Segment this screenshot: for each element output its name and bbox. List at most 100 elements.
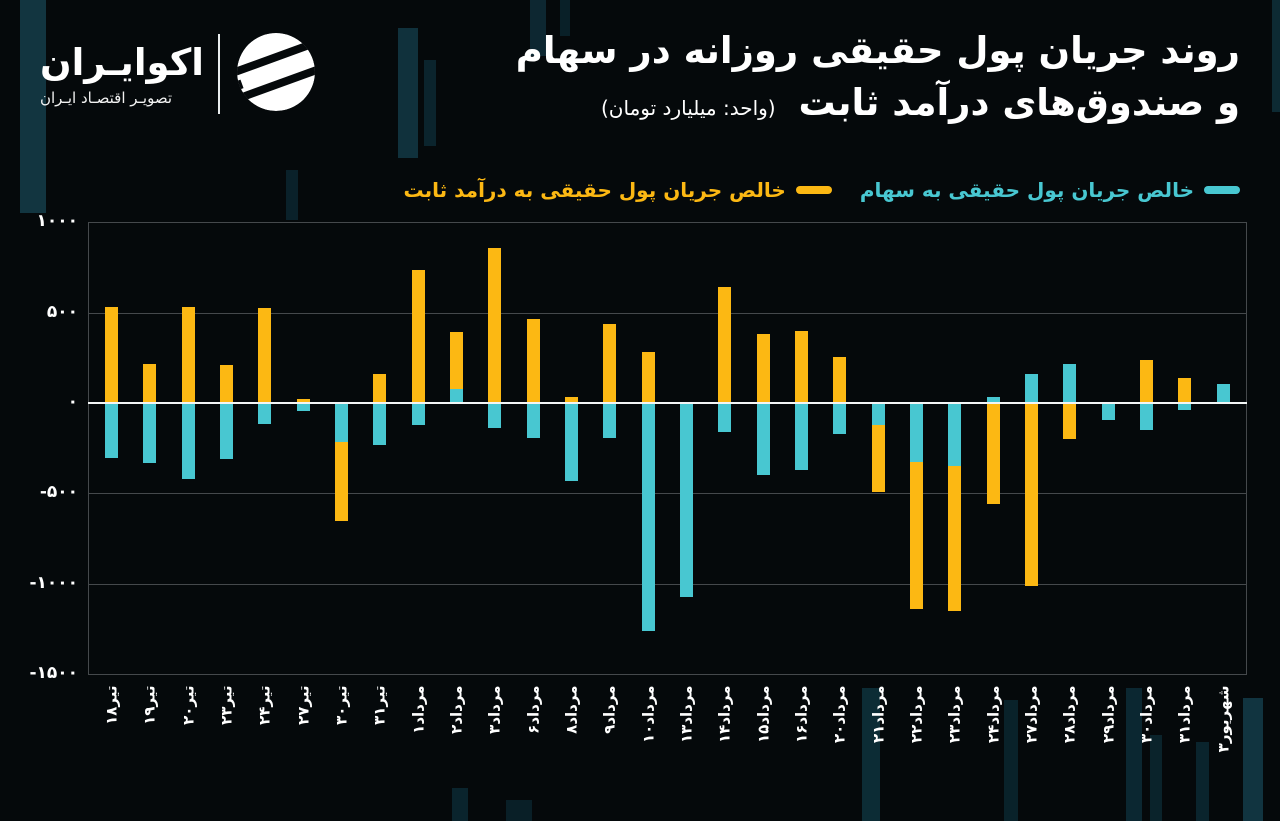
x-axis-tick-label: مرداد۱۳	[677, 685, 696, 743]
legend-item-fixed-income: خالص جریان پول حقیقی به درآمد ثابت	[403, 178, 832, 202]
x-axis-tick-label: مرداد۲	[447, 685, 466, 734]
bar-fixed-income	[794, 330, 808, 403]
x-axis-tick-label: شهریور۳	[1214, 685, 1232, 753]
bar-fixed-income	[986, 403, 1000, 505]
x-axis-tick-label: مرداد۲۱	[869, 685, 887, 743]
y-axis-tick-label: -۵۰۰	[39, 482, 78, 502]
brand-logo-icon	[234, 30, 318, 118]
x-axis-tick-label: مرداد۲۷	[1022, 685, 1041, 743]
chart-title-line2-bold: و صندوق‌های درآمد ثابت	[798, 81, 1240, 124]
gridline-500	[88, 313, 1247, 314]
legend-label-fixed-income: خالص جریان پول حقیقی به درآمد ثابت	[403, 178, 786, 202]
bar-stocks	[488, 403, 502, 429]
bar-stocks	[334, 403, 348, 442]
chart-unit-label: (واحد: میلیارد تومان)	[601, 96, 776, 120]
bar-fixed-income	[258, 308, 272, 403]
fixed-income-series-dash-icon	[795, 186, 832, 194]
bar-fixed-income	[488, 247, 502, 403]
x-axis-tick-label: مرداد۲۰	[830, 685, 849, 743]
bar-fixed-income	[219, 365, 233, 403]
bar-stocks	[181, 403, 195, 479]
bar-fixed-income	[411, 270, 425, 403]
chart-title-line2: و صندوق‌های درآمد ثابت (واحد: میلیارد تو…	[516, 78, 1240, 133]
x-axis-tick-label: مرداد۲۴	[984, 685, 1002, 743]
bar-fixed-income	[449, 331, 463, 403]
x-axis-tick-label: تیر۲۷	[294, 685, 312, 725]
bar-fixed-income	[1024, 403, 1038, 586]
y-axis-tick-label: ۱۰۰۰	[36, 211, 78, 231]
chart-title-line1: روند جریان پول حقیقی روزانه در سهام	[515, 29, 1240, 72]
bar-stocks	[603, 403, 617, 439]
bar-stocks	[564, 403, 578, 481]
bar-stocks	[258, 403, 272, 424]
gridline--1500	[88, 674, 1247, 675]
x-axis-tick-label: مرداد۲۲	[907, 685, 926, 743]
x-axis-tick-label: تیر۲۳	[217, 685, 236, 725]
legend-label-stocks: خالص جریان پول حقیقی به سهام	[859, 178, 1194, 202]
bar-stocks	[1216, 384, 1230, 403]
bar-stocks	[449, 388, 463, 403]
legend-item-stocks: خالص جریان پول حقیقی به سهام	[860, 178, 1240, 202]
bar-stocks	[296, 403, 310, 412]
x-axis-tick-label: مرداد۲۳	[945, 685, 964, 743]
x-axis-tick-label: مرداد۱	[409, 685, 427, 734]
bar-fixed-income	[104, 307, 118, 403]
bar-stocks	[1101, 403, 1115, 421]
bar-fixed-income	[181, 307, 195, 403]
bar-stocks	[1178, 403, 1192, 411]
bar-stocks	[1063, 364, 1077, 403]
brand-text-block: اکوایـران تصویـر اقتصـاد ایـران	[40, 41, 204, 107]
bar-stocks	[794, 403, 808, 470]
x-axis-tick-label: تیر۲۰	[179, 685, 198, 725]
bar-stocks	[756, 403, 770, 476]
x-axis-tick-label: مرداد۱۴	[715, 685, 734, 743]
bar-stocks	[909, 403, 923, 462]
bar-fixed-income	[1178, 377, 1192, 403]
plot-right-border	[1246, 222, 1247, 674]
x-axis-tick-label: تیر۳۰	[332, 685, 351, 725]
bar-fixed-income	[603, 324, 617, 403]
bar-stocks	[104, 403, 118, 459]
brand-divider	[217, 34, 220, 114]
x-axis-tick-label: مرداد۱۰	[639, 685, 657, 743]
y-axis-tick-label: -۱۰۰۰	[29, 573, 78, 593]
bar-fixed-income	[296, 399, 310, 403]
gridline--500	[88, 493, 1247, 494]
x-axis-tick-label: مرداد۲۸	[1060, 685, 1079, 743]
bar-fixed-income	[756, 334, 770, 403]
bar-stocks	[373, 403, 387, 445]
bar-fixed-income	[718, 287, 732, 403]
bar-fixed-income	[373, 374, 387, 403]
x-axis-tick-label: مرداد۳۰	[1137, 685, 1156, 743]
x-axis-tick-label: تیر۱۸	[102, 685, 121, 725]
y-axis-tick-label: ۵۰۰	[46, 302, 78, 322]
gridline--1000	[88, 584, 1247, 585]
y-axis-tick-label: -۱۵۰۰	[29, 663, 78, 683]
bar-stocks	[679, 403, 693, 598]
bar-stocks	[833, 403, 847, 434]
bar-fixed-income	[143, 364, 157, 403]
y-axis-tick-label: ۰	[67, 392, 78, 412]
chart-legend: خالص جریان پول حقیقی به سهام خالص جریان …	[403, 178, 1240, 202]
bar-stocks	[219, 403, 233, 459]
brand-logo: اکوایـران تصویـر اقتصـاد ایـران	[40, 30, 318, 118]
x-axis-tick-label: مرداد۸	[562, 685, 581, 734]
bar-stocks	[143, 403, 157, 463]
bar-stocks	[526, 403, 540, 439]
gridline-1000	[88, 222, 1247, 223]
x-axis-tick-label: تیر۱۹	[140, 685, 159, 725]
chart-title: روند جریان پول حقیقی روزانه در سهام و صن…	[516, 24, 1240, 133]
bar-fixed-income	[526, 319, 540, 403]
bar-fixed-income	[871, 403, 885, 493]
x-axis-tick-label: مرداد۱۵	[754, 685, 772, 743]
x-axis-tick-label: مرداد۶	[524, 685, 542, 734]
bar-fixed-income	[833, 356, 847, 403]
x-axis-tick-label: مرداد۱۶	[792, 685, 811, 743]
bar-stocks	[986, 396, 1000, 403]
bar-fixed-income	[641, 352, 655, 403]
plot-left-border	[88, 222, 89, 674]
stocks-series-dash-icon	[1204, 186, 1240, 194]
bar-stocks	[641, 403, 655, 631]
